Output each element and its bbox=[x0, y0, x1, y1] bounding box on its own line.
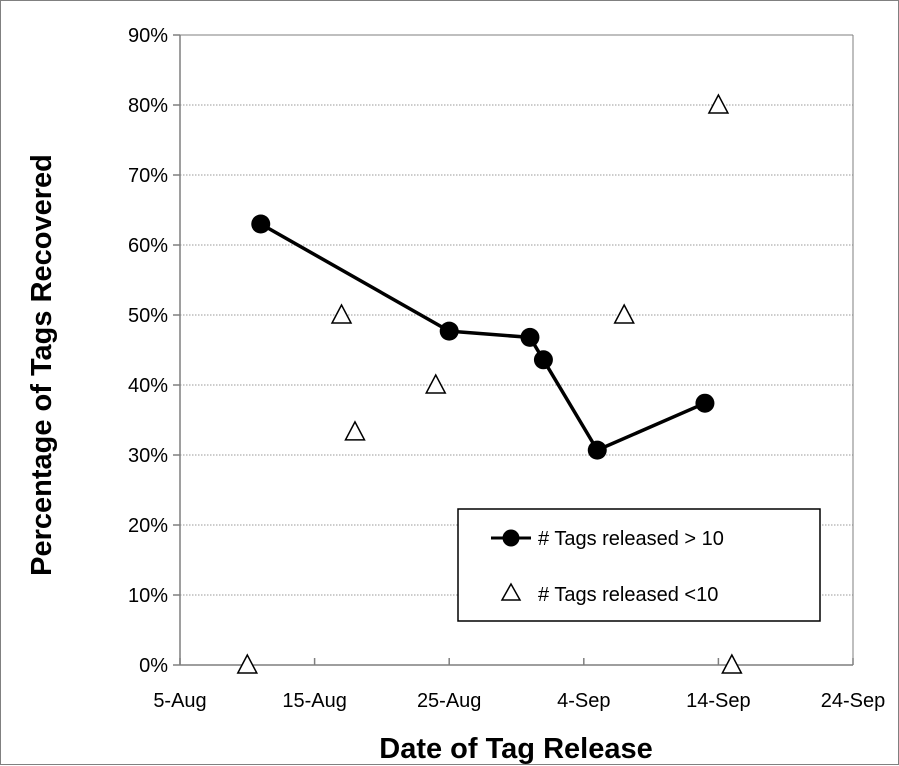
y-tick-label: 50% bbox=[128, 305, 168, 327]
y-tick-label: 70% bbox=[128, 165, 168, 187]
y-tick-label: 60% bbox=[128, 235, 168, 257]
series-2-point bbox=[236, 653, 259, 674]
series-1-point bbox=[439, 321, 459, 341]
series-2-point bbox=[613, 303, 635, 324]
y-tick-label: 40% bbox=[128, 375, 168, 397]
x-tick-label: 14-Sep bbox=[686, 690, 751, 712]
legend-label-series-2: # Tags released <10 bbox=[538, 584, 718, 606]
legend-label-series-1: # Tags released > 10 bbox=[538, 528, 724, 550]
series-1-point bbox=[520, 327, 540, 347]
x-tick-label: 4-Sep bbox=[557, 690, 610, 712]
y-tick-label: 90% bbox=[128, 25, 168, 47]
series-2-point bbox=[424, 373, 447, 394]
legend-circle-marker bbox=[502, 529, 520, 547]
x-axis-title: Date of Tag Release bbox=[379, 733, 652, 765]
series-1-point bbox=[533, 350, 553, 370]
x-tick-label: 24-Sep bbox=[821, 690, 886, 712]
x-tick-label: 15-Aug bbox=[282, 690, 347, 712]
series-1-point bbox=[695, 393, 715, 413]
series-2-point bbox=[344, 420, 366, 441]
x-tick-label: 25-Aug bbox=[417, 690, 482, 712]
y-tick-label: 80% bbox=[128, 95, 168, 117]
tick-labels: 0% 10% 20% 30% 40% 50% 60% 70% 80% 90% 5-Aug 15-Aug… bbox=[128, 25, 885, 712]
series-1-line bbox=[259, 222, 706, 452]
series-2-point bbox=[707, 93, 730, 114]
series-2-point bbox=[330, 303, 353, 324]
series bbox=[236, 93, 743, 674]
y-tick-label: 10% bbox=[128, 585, 168, 607]
series-2-point bbox=[721, 653, 743, 674]
y-tick-label: 0% bbox=[139, 655, 168, 677]
legend-box bbox=[457, 508, 821, 622]
y-tick-label: 30% bbox=[128, 445, 168, 467]
y-axis-title: Percentage of Tags Recovered bbox=[26, 154, 58, 576]
y-tick-label: 20% bbox=[128, 515, 168, 537]
x-tick-label: 5-Aug bbox=[153, 690, 206, 712]
axes bbox=[173, 34, 854, 666]
legend: # Tags released > 10 # Tags released <10 bbox=[457, 508, 821, 622]
series-1-point bbox=[251, 214, 271, 234]
legend-triangle-marker bbox=[500, 582, 522, 601]
series-1-point bbox=[587, 440, 607, 460]
